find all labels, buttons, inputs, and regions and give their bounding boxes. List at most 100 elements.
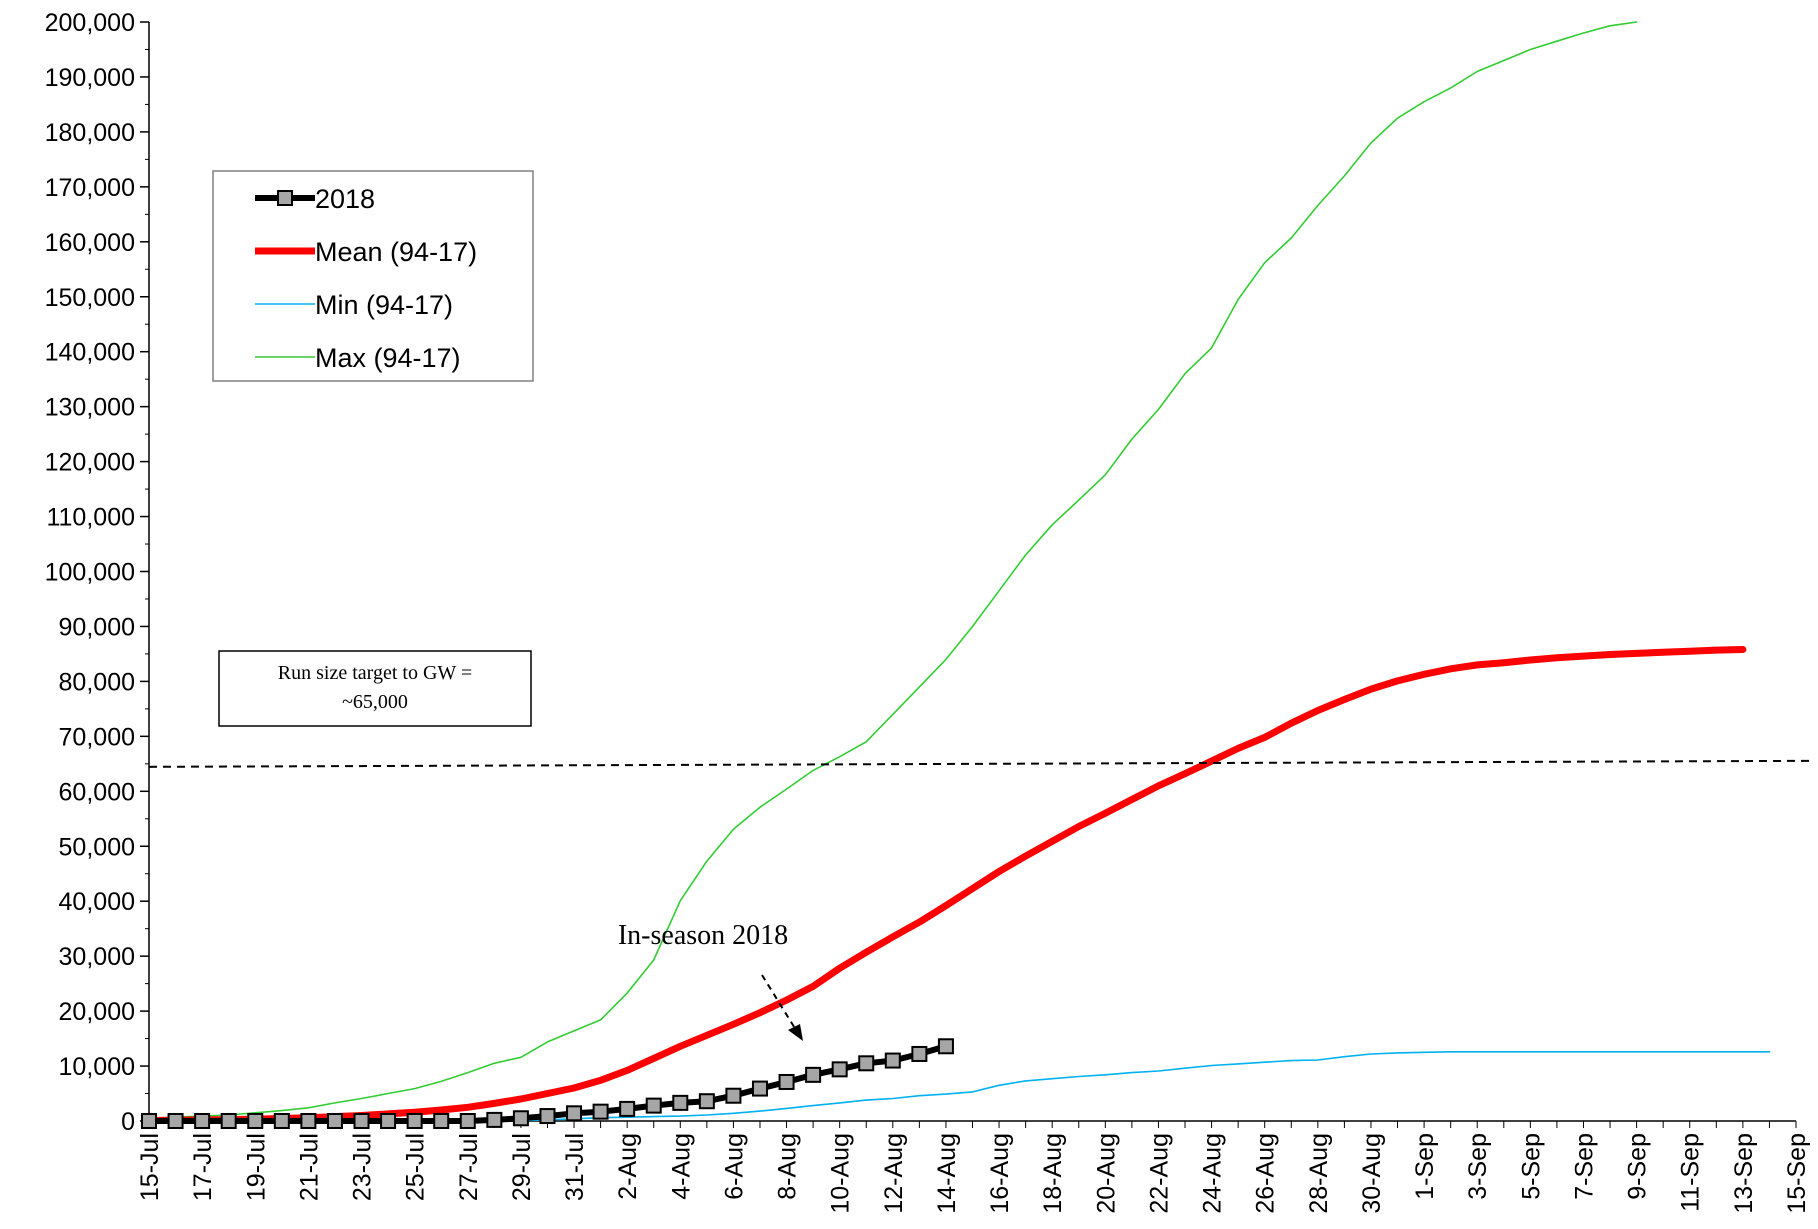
x-tick-label: 18-Aug xyxy=(1039,1133,1067,1214)
target-annotation-line-2: ~65,000 xyxy=(342,691,408,713)
x-tick-label: 30-Aug xyxy=(1358,1133,1386,1214)
y-tick-label: 30,000 xyxy=(59,943,135,971)
x-tick-label: 1-Sep xyxy=(1411,1133,1439,1200)
target-annotation: Run size target to GW = ~65,000 xyxy=(218,650,532,727)
point-2018 xyxy=(698,1093,715,1110)
point-2018 xyxy=(725,1087,742,1104)
x-tick-label: 21-Jul xyxy=(295,1133,323,1201)
point-2018 xyxy=(406,1113,423,1129)
y-tick-label: 20,000 xyxy=(59,998,135,1026)
legend-box xyxy=(212,170,534,382)
y-tick-label: 150,000 xyxy=(45,284,135,312)
point-2018 xyxy=(619,1100,636,1117)
reference-line-65000 xyxy=(148,759,1815,768)
y-tick-label: 170,000 xyxy=(45,174,135,202)
x-tick-label: 6-Aug xyxy=(720,1133,748,1200)
x-tick-label: 20-Aug xyxy=(1092,1133,1120,1214)
y-tick-label: 100,000 xyxy=(45,559,135,587)
y-tick-label: 180,000 xyxy=(45,119,135,147)
y-tick-label: 120,000 xyxy=(45,449,135,477)
in-season-arrowhead-icon xyxy=(788,1024,803,1041)
x-tick-label: 4-Aug xyxy=(667,1133,695,1200)
x-tick-label: 16-Aug xyxy=(986,1133,1014,1214)
point-2018 xyxy=(778,1073,795,1090)
x-tick-label: 13-Sep xyxy=(1730,1133,1758,1214)
point-2018 xyxy=(884,1052,901,1069)
x-tick-label: 28-Aug xyxy=(1305,1133,1333,1214)
y-tick-label: 140,000 xyxy=(45,339,135,367)
y-tick-label: 0 xyxy=(121,1108,135,1136)
legend-label-max: Max (94-17) xyxy=(315,343,461,373)
point-2018 xyxy=(937,1038,954,1055)
x-tick-label: 25-Jul xyxy=(402,1133,430,1201)
point-2018 xyxy=(300,1113,317,1129)
series-line-mean-94-17 xyxy=(145,646,1747,1124)
x-tick-label: 12-Aug xyxy=(880,1133,908,1214)
x-tick-label: 11-Sep xyxy=(1677,1133,1705,1212)
x-tick-label: 19-Jul xyxy=(242,1133,270,1201)
y-tick-label: 50,000 xyxy=(59,833,135,861)
point-2018 xyxy=(220,1113,237,1129)
x-tick-label: 10-Aug xyxy=(827,1133,855,1214)
point-2018 xyxy=(326,1113,343,1129)
target-annotation-line-1: Run size target to GW = xyxy=(278,662,472,684)
y-tick-label: 110,000 xyxy=(46,504,135,532)
x-tick-label: 17-Jul xyxy=(189,1133,217,1201)
x-tick-label: 3-Sep xyxy=(1464,1133,1492,1200)
y-tick-label: 10,000 xyxy=(59,1053,135,1081)
x-tick-label: 5-Sep xyxy=(1517,1133,1545,1200)
legend-label-2018: 2018 xyxy=(315,184,375,214)
legend-marker-2018 xyxy=(277,190,293,206)
series-line-max-94-17 xyxy=(148,21,1638,1120)
y-tick-label: 190,000 xyxy=(45,64,135,92)
point-2018 xyxy=(247,1113,264,1129)
point-2018 xyxy=(539,1108,556,1125)
x-tick-label: 27-Jul xyxy=(455,1133,483,1201)
x-tick-label: 23-Jul xyxy=(349,1133,377,1201)
point-2018 xyxy=(858,1055,875,1072)
point-2018 xyxy=(273,1113,290,1129)
x-tick-label: 15-Jul xyxy=(136,1133,164,1201)
point-2018 xyxy=(194,1113,211,1129)
in-season-label: In-season 2018 xyxy=(618,920,788,951)
x-tick-label: 8-Aug xyxy=(774,1133,802,1200)
x-tick-label: 24-Aug xyxy=(1199,1133,1227,1214)
x-tick-label: 31-Jul xyxy=(561,1133,589,1201)
target-annotation-box xyxy=(218,650,532,727)
legend-item-2018: 2018 xyxy=(255,184,375,214)
point-2018 xyxy=(353,1113,370,1129)
point-2018 xyxy=(592,1103,609,1120)
x-tick-label: 29-Jul xyxy=(508,1133,536,1201)
y-tick-label: 90,000 xyxy=(59,613,135,641)
point-2018 xyxy=(751,1080,768,1097)
point-2018 xyxy=(831,1061,848,1078)
y-tick-label: 60,000 xyxy=(59,778,135,806)
point-2018 xyxy=(672,1094,689,1111)
point-2018 xyxy=(459,1113,476,1129)
point-2018 xyxy=(486,1111,503,1128)
y-tick-label: 80,000 xyxy=(59,668,135,696)
x-tick-label: 9-Sep xyxy=(1624,1133,1652,1200)
y-tick-label: 200,000 xyxy=(45,9,135,37)
point-2018 xyxy=(433,1113,450,1129)
legend-item-max: Max (94-17) xyxy=(255,343,461,373)
in-season-annotation: In-season 2018 xyxy=(618,920,803,1041)
x-tick-label: 14-Aug xyxy=(933,1133,961,1214)
x-tick-label: 22-Aug xyxy=(1145,1133,1173,1214)
x-tick-label: 26-Aug xyxy=(1252,1133,1280,1214)
point-2018 xyxy=(911,1045,928,1062)
legend-item-mean: Mean (94-17) xyxy=(255,237,477,267)
x-tick-label: 2-Aug xyxy=(614,1133,642,1200)
x-tick-label: 7-Sep xyxy=(1570,1133,1598,1200)
legend: 2018 Mean (94-17) Min (94-17) Max (94-17… xyxy=(212,170,534,382)
point-2018 xyxy=(805,1066,822,1083)
y-tick-label: 130,000 xyxy=(45,394,135,422)
point-2018 xyxy=(512,1110,529,1127)
legend-item-min: Min (94-17) xyxy=(255,290,453,320)
point-2018 xyxy=(380,1113,397,1129)
y-tick-label: 40,000 xyxy=(59,888,135,916)
point-2018 xyxy=(645,1097,662,1114)
legend-label-min: Min (94-17) xyxy=(315,290,453,320)
point-2018 xyxy=(167,1113,184,1129)
